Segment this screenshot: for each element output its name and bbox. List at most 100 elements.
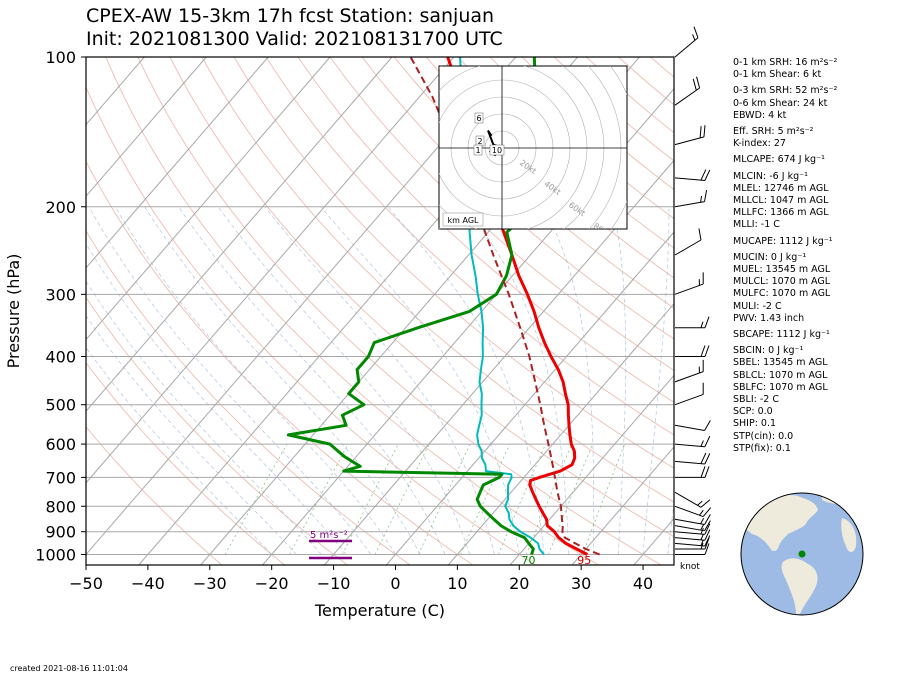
isotherm-line bbox=[86, 57, 207, 198]
parameters-panel: 0-1 km SRH: 16 m²s⁻² 0-1 km Shear: 6 kt 0-… bbox=[733, 57, 837, 455]
moist-adiabat bbox=[86, 280, 322, 555]
wind-barbs bbox=[674, 26, 712, 555]
wind-barb bbox=[674, 505, 712, 518]
wind-barb-flag bbox=[702, 359, 704, 372]
dry-adiabat bbox=[425, 57, 674, 279]
hodograph-height-label: 1 bbox=[475, 146, 480, 155]
wind-barb-shaft bbox=[674, 424, 705, 432]
dry-adiabat bbox=[86, 361, 285, 565]
param-line: SBLI: -2 C bbox=[733, 394, 779, 406]
wind-barb-shaft bbox=[674, 443, 705, 448]
moist-adiabat bbox=[320, 206, 520, 555]
srh-legend: 5 m²s⁻² bbox=[309, 530, 352, 560]
param-line: MULCL: 1070 m AGL bbox=[733, 276, 831, 288]
wind-barb-flag bbox=[704, 514, 711, 525]
wind-barb-half bbox=[700, 321, 704, 328]
wind-barb-half bbox=[692, 34, 696, 41]
y-tick-label: 600 bbox=[45, 435, 76, 454]
mixing-ratio-line bbox=[498, 443, 546, 555]
wind-barb-flag bbox=[702, 507, 712, 517]
mixing-ratio-line bbox=[460, 443, 511, 555]
x-tick-label: 40 bbox=[633, 574, 653, 593]
axis-ticks: −50 −40 −30 −20 −10 0 10 20 30 40 100 200 300 400 500 6… bbox=[35, 48, 653, 593]
param-line: MLEL: 12746 m AGL bbox=[733, 182, 829, 194]
x-tick-label: −50 bbox=[69, 574, 103, 593]
wind-barb bbox=[674, 435, 711, 448]
isotherm-line bbox=[324, 159, 674, 565]
wind-barb-flag bbox=[704, 316, 710, 328]
wind-barb-flag bbox=[704, 420, 711, 431]
globe-outline bbox=[740, 492, 864, 616]
x-tick-label: 0 bbox=[390, 574, 400, 593]
wind-barb-flag bbox=[704, 435, 711, 447]
wind-barb-half bbox=[700, 518, 705, 525]
moist-adiabat bbox=[387, 206, 545, 555]
wind-barb bbox=[674, 125, 706, 146]
param-line: MUCAPE: 1112 J kg⁻¹ bbox=[733, 235, 833, 247]
wind-barb bbox=[674, 520, 711, 532]
param-line: MUCIN: 0 J kg⁻¹ bbox=[733, 251, 807, 263]
param-line: SHIP: 0.1 bbox=[733, 418, 777, 430]
wind-barb-half bbox=[700, 524, 705, 531]
param-line: MLLI: -1 C bbox=[733, 219, 780, 231]
wind-barb-flag bbox=[702, 382, 704, 395]
param-line: MLCAPE: 674 J kg⁻¹ bbox=[733, 154, 825, 166]
param-line: SBEL: 13545 m AGL bbox=[733, 357, 828, 369]
wind-barb bbox=[674, 452, 711, 465]
wind-barb-flag bbox=[698, 228, 702, 241]
param-line: SBCAPE: 1112 J kg⁻¹ bbox=[733, 329, 830, 341]
moist-adiabat bbox=[88, 206, 371, 555]
hodograph-height-box bbox=[489, 144, 505, 156]
dry-adiabat bbox=[86, 296, 348, 565]
param-line: STP(fix): 0.1 bbox=[733, 442, 791, 454]
dry-adiabat bbox=[393, 57, 674, 309]
isotherm-line bbox=[385, 231, 674, 565]
plot-frame bbox=[85, 56, 675, 566]
wind-barb-flag bbox=[704, 453, 711, 465]
x-tick-label: −10 bbox=[317, 574, 351, 593]
x-tick-label: −30 bbox=[193, 574, 227, 593]
surface-label: 95 bbox=[577, 554, 591, 567]
wind-barb-flag bbox=[704, 466, 710, 478]
y-tick-label: 200 bbox=[45, 198, 76, 217]
param-line: SBLCL: 1070 m AGL bbox=[733, 369, 828, 381]
y-tick-label: 300 bbox=[45, 285, 76, 304]
dry-adiabat bbox=[86, 229, 411, 565]
wind-barb-half bbox=[700, 440, 704, 447]
station-marker bbox=[798, 550, 806, 558]
wind-barb bbox=[674, 523, 711, 535]
isotherm-line bbox=[509, 374, 674, 565]
wind-barb-shaft bbox=[674, 136, 705, 146]
dry-adiabat bbox=[169, 57, 674, 538]
wind-barb-half bbox=[700, 533, 704, 541]
dry-adiabat bbox=[86, 160, 474, 565]
param-line: 0-1 km SRH: 16 m²s⁻² bbox=[733, 57, 838, 68]
wind-barb-flag bbox=[700, 499, 711, 508]
moist-adiabat bbox=[86, 347, 272, 555]
wind-barb-flag bbox=[704, 345, 710, 357]
x-tick-label: 30 bbox=[571, 574, 591, 593]
hodograph-frame bbox=[438, 65, 628, 230]
param-line: SBLFC: 1070 m AGL bbox=[733, 381, 828, 393]
wind-barb bbox=[675, 543, 710, 555]
wind-barb bbox=[674, 189, 708, 208]
wind-barb-flag bbox=[702, 272, 704, 285]
moist-adiabat bbox=[543, 206, 595, 555]
isotherm-line bbox=[571, 446, 674, 565]
chart-title-line1: CPEX-AW 15-3km 17h fcst Station: sanjuan bbox=[86, 5, 495, 27]
wind-barb-shaft bbox=[674, 460, 705, 465]
param-line: 0-3 km SRH: 52 m²s⁻² bbox=[733, 85, 838, 97]
param-line: Eff. SRH: 5 m²s⁻² bbox=[733, 126, 814, 138]
mixing-ratio-line bbox=[289, 443, 349, 555]
wind-barb-shaft bbox=[674, 491, 702, 508]
wind-barb bbox=[674, 514, 711, 526]
param-line: STP(cin): 0.0 bbox=[733, 430, 794, 442]
wind-barb-shaft bbox=[674, 239, 702, 256]
wind-barb-shaft bbox=[674, 537, 705, 541]
wind-barb-flag bbox=[704, 169, 711, 181]
wind-barb bbox=[674, 382, 704, 406]
y-tick-label: 900 bbox=[45, 523, 76, 542]
wind-barb-shaft bbox=[674, 525, 705, 532]
moist-adiabat bbox=[86, 315, 297, 555]
